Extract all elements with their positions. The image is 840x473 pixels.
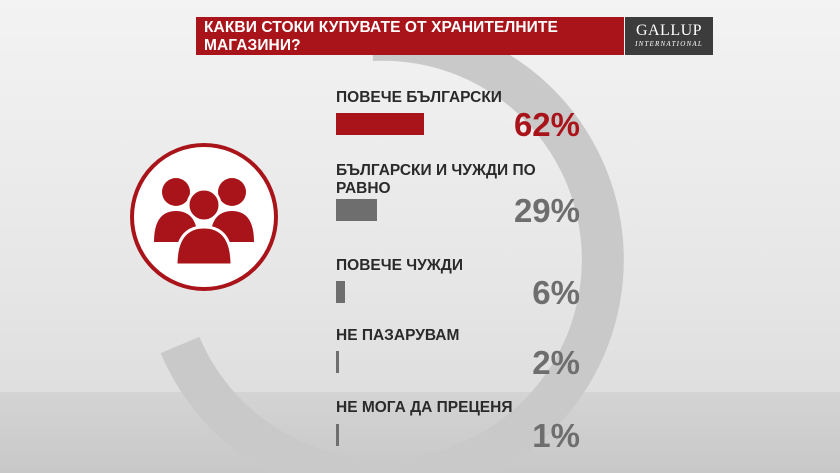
value-label-cannot-judge: 1% (532, 417, 580, 454)
value-label-more-foreign: 6% (532, 274, 580, 311)
bar-no-shopping (336, 351, 339, 373)
category-label-no-shopping: НЕ ПАЗАРУВАМ (336, 327, 460, 344)
decorative-arc-path (160, 18, 624, 473)
logo-sub-text: INTERNATIONAL (635, 40, 703, 48)
bar-more-foreign (336, 281, 345, 303)
people-group-icon (130, 143, 278, 291)
category-label-more-foreign: ПОВЕЧЕ ЧУЖДИ (336, 257, 463, 274)
chart-title: КАКВИ СТОКИ КУПУВАТЕ ОТ ХРАНИТЕЛНИТЕ МАГ… (196, 17, 624, 55)
bar-cannot-judge (336, 424, 339, 446)
bar-more-bulgarian (336, 113, 424, 135)
value-label-no-shopping: 2% (532, 344, 580, 381)
category-label-equal: БЪЛГАРСКИ И ЧУЖДИ ПО РАВНО (336, 162, 536, 197)
bar-equal (336, 199, 377, 221)
value-label-equal: 29% (513, 192, 580, 229)
logo-main-text: GALLUP (635, 22, 703, 39)
category-label-cannot-judge: НЕ МОГА ДА ПРЕЦЕНЯ (336, 399, 513, 416)
people-group-svg (154, 178, 254, 267)
value-label-more-bulgarian: 62% (513, 106, 580, 143)
gallup-logo: GALLUP INTERNATIONAL (625, 17, 713, 55)
category-label-more-bulgarian: ПОВЕЧЕ БЪЛГАРСКИ (336, 89, 502, 106)
